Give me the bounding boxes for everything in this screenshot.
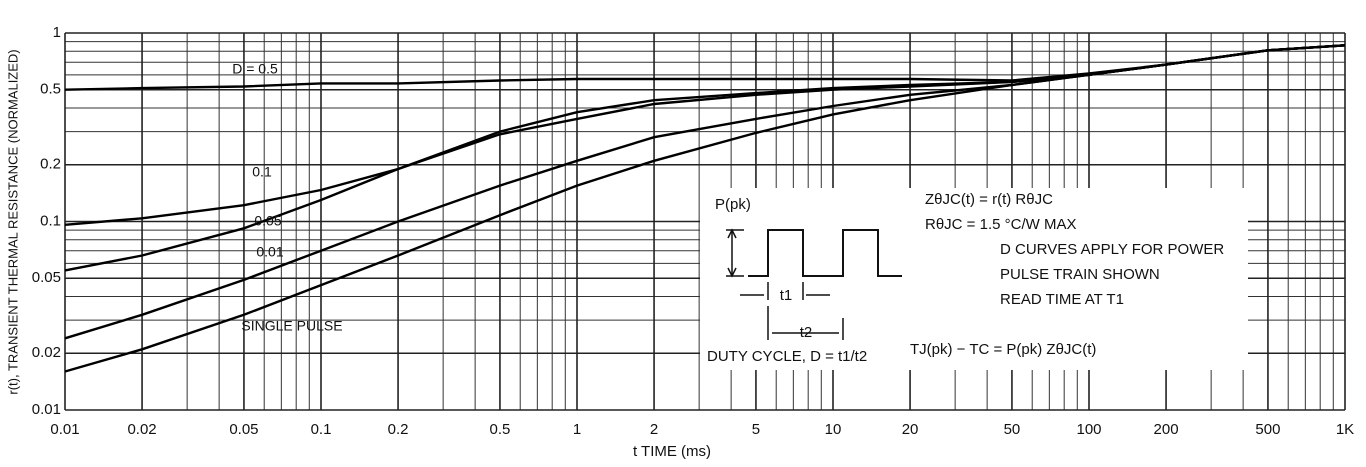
inset-box	[700, 188, 1248, 370]
x-tick-label: 20	[902, 421, 919, 438]
curve-label: 0.1	[252, 164, 272, 180]
y-tick-label: 0.2	[40, 156, 61, 173]
x-tick-label: 0.5	[490, 421, 511, 438]
x-tick-label: 1K	[1336, 421, 1354, 438]
x-tick-label: 50	[1004, 421, 1021, 438]
curve-label: 0.05	[254, 213, 281, 229]
annotation: D CURVES APPLY FOR POWER	[1000, 241, 1224, 258]
annotation: P(pk)	[715, 196, 751, 213]
y-tick-label: 0.1	[40, 212, 61, 229]
y-tick-label: 1	[53, 24, 61, 41]
x-axis-label: t TIME (ms)	[633, 443, 711, 460]
annotation: RθJC = 1.5 °C/W MAX	[925, 216, 1076, 233]
annotation: t1	[780, 287, 793, 304]
x-tick-label: 0.01	[50, 421, 79, 438]
x-tick-label: 0.1	[311, 421, 332, 438]
x-tick-label: 5	[752, 421, 760, 438]
y-tick-label: 0.05	[32, 269, 61, 286]
curve-label: 0.01	[256, 244, 283, 260]
curve	[64, 44, 1346, 373]
annotation: TJ(pk) − TC = P(pk) ZθJC(t)	[910, 341, 1096, 358]
x-tick-label: 100	[1076, 421, 1101, 438]
x-tick-label: 500	[1255, 421, 1280, 438]
x-tick-label: 0.2	[388, 421, 409, 438]
annotation: READ TIME AT T1	[1000, 291, 1124, 308]
y-axis-label: r(t), TRANSIENT THERMAL RESISTANCE (NORM…	[5, 49, 20, 394]
y-tick-label: 0.5	[40, 81, 61, 98]
annotation: ZθJC(t) = r(t) RθJC	[925, 191, 1053, 208]
x-tick-label: 2	[650, 421, 658, 438]
annotation: DUTY CYCLE, D = t1/t2	[707, 348, 867, 365]
x-tick-label: 0.05	[229, 421, 258, 438]
x-tick-label: 200	[1154, 421, 1179, 438]
x-tick-label: 0.02	[127, 421, 156, 438]
annotation: t2	[800, 324, 813, 341]
pulse-diagram	[726, 228, 902, 340]
x-tick-label: 10	[825, 421, 842, 438]
curve-label: SINGLE PULSE	[241, 318, 342, 334]
x-tick-label: 1	[573, 421, 581, 438]
annotation: PULSE TRAIN SHOWN	[1000, 266, 1160, 283]
y-tick-label: 0.01	[32, 401, 61, 418]
curve-label: D = 0.5	[232, 61, 278, 77]
y-tick-label: 0.02	[32, 344, 61, 361]
